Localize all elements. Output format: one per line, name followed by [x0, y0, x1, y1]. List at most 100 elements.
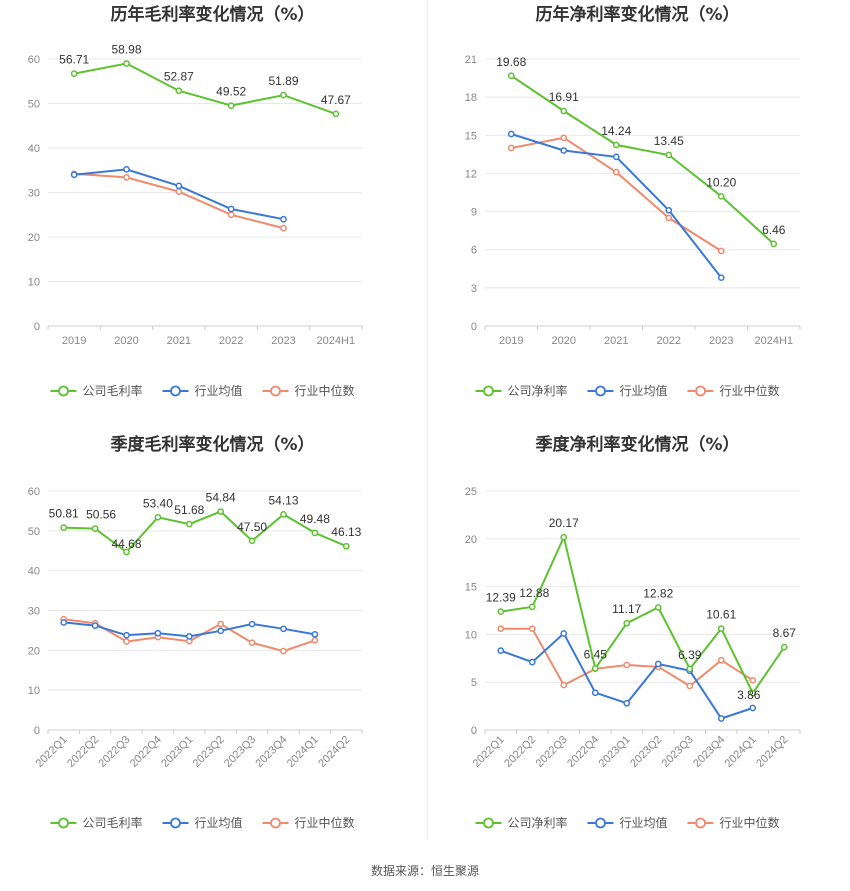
data-label: 46.13 [331, 525, 361, 539]
data-point-avg [665, 206, 673, 214]
y-tick-label: 0 [34, 321, 40, 333]
y-tick-label: 20 [28, 645, 40, 657]
legend-marker [58, 385, 69, 397]
data-point-company [560, 533, 568, 541]
data-label: 53.40 [143, 496, 173, 510]
legend-marker [695, 817, 706, 829]
x-tick-label: 2023Q3 [222, 734, 258, 770]
data-point-company [342, 542, 350, 550]
series-line-company [500, 534, 786, 696]
legend-item-company: 公司净利率 [475, 383, 568, 398]
data-point-company [591, 664, 599, 672]
legend-label: 行业中位数 [720, 383, 780, 398]
data-label: 51.89 [268, 74, 298, 88]
x-tick-label: 2024Q1 [285, 734, 321, 770]
data-point-median [749, 676, 757, 684]
data-label: 12.39 [486, 591, 516, 605]
data-point-median [123, 174, 130, 181]
legend-marker [695, 385, 706, 397]
data-point-avg [497, 647, 505, 655]
legend-marker [483, 817, 494, 829]
data-point-company [528, 603, 536, 611]
legend-item-avg: 行业均值 [587, 383, 668, 398]
data-point-median [560, 134, 568, 142]
legend-item-avg: 行业均值 [162, 815, 243, 830]
x-tick-label: 2022Q2 [502, 734, 538, 770]
data-label: 49.52 [216, 85, 246, 99]
data-point-median [717, 247, 725, 255]
legend-marker [58, 817, 69, 829]
chart-svg: 季度毛利率变化情况（%）01020304050602022Q12022Q2202… [28, 434, 363, 830]
x-tick-label: 2023Q1 [597, 734, 633, 770]
data-point-avg [123, 166, 130, 173]
series-line-company [63, 510, 347, 554]
data-point-avg [717, 715, 725, 722]
x-tick-label: 2024Q2 [754, 734, 790, 770]
x-tick-label: 2021 [604, 335, 628, 347]
legend-item-avg: 行业均值 [162, 383, 243, 398]
data-label: 10.61 [706, 608, 736, 622]
data-point-avg [154, 629, 162, 637]
data-point-company [248, 537, 256, 545]
data-point-avg [60, 619, 68, 626]
data-label: 44.68 [111, 537, 141, 551]
x-tick-label: 2019 [62, 335, 86, 347]
data-point-company [612, 141, 620, 149]
x-tick-label: 2022Q2 [65, 734, 101, 770]
legend-label: 行业中位数 [720, 815, 780, 830]
x-tick-label: 2023Q4 [253, 734, 289, 770]
x-tick-label: 2022 [219, 335, 243, 347]
legend-marker [595, 385, 606, 397]
y-tick-label: 60 [28, 54, 40, 66]
data-point-company [332, 110, 340, 118]
y-tick-label: 0 [34, 725, 40, 737]
data-label: 52.87 [164, 70, 194, 84]
data-point-company [227, 102, 235, 109]
y-tick-label: 40 [28, 143, 40, 155]
data-point-avg [623, 699, 631, 707]
x-tick-label: 2022Q4 [565, 734, 601, 770]
y-tick-label: 0 [471, 321, 477, 333]
data-point-avg [175, 182, 183, 190]
legend-label: 行业均值 [195, 815, 243, 830]
chart-svg: 历年净利率变化情况（%） 0 3 6 9 12 15 18 21 2019 2020 2021 2022… [465, 4, 801, 398]
data-label: 20.17 [549, 516, 579, 530]
data-point-median [717, 656, 725, 664]
legend-marker [270, 385, 281, 397]
data-point-median [123, 638, 130, 645]
legend-item-median: 行业中位数 [262, 383, 355, 398]
y-tick-label: 30 [28, 606, 40, 618]
data-point-company [123, 60, 130, 67]
x-tick-label: 2022Q3 [534, 734, 570, 770]
data-label: 6.39 [678, 648, 702, 662]
data-label: 47.67 [321, 93, 351, 107]
x-tick-label: 2024H1 [317, 335, 356, 347]
data-point-avg [91, 622, 99, 629]
legend-item-company: 公司毛利率 [50, 815, 143, 830]
data-point-median [612, 168, 620, 176]
data-point-median [280, 224, 287, 232]
data-label: 6.45 [584, 647, 608, 661]
chart-title: 季度毛利率变化情况（%） [110, 434, 314, 455]
data-label: 49.48 [300, 512, 330, 526]
data-label: 12.82 [643, 586, 673, 600]
x-tick-label: 2023 [271, 335, 295, 347]
data-label: 50.56 [86, 508, 116, 522]
data-label: 50.81 [49, 507, 79, 521]
y-tick-label: 25 [465, 486, 477, 498]
data-point-median [623, 661, 631, 669]
data-label: 47.50 [237, 520, 267, 534]
data-point-avg [227, 205, 235, 213]
x-tick-label: 2022Q3 [96, 734, 132, 770]
legend-label: 行业均值 [195, 383, 243, 398]
x-tick-label: 2020 [114, 335, 138, 347]
legend-label: 行业中位数 [295, 815, 355, 830]
y-tick-label: 50 [28, 526, 40, 538]
legend-label: 公司毛利率 [83, 383, 143, 398]
data-point-company [665, 151, 673, 159]
chart-title: 季度净利率变化情况（%） [535, 434, 739, 455]
chart-annual-net-margin: 历年净利率变化情况（%） 0 3 6 9 12 15 18 21 2019 2020 2021 2022… [425, 0, 850, 420]
y-tick-label: 0 [471, 725, 477, 737]
legend-item-company: 公司净利率 [475, 815, 568, 830]
data-point-avg [560, 630, 568, 637]
